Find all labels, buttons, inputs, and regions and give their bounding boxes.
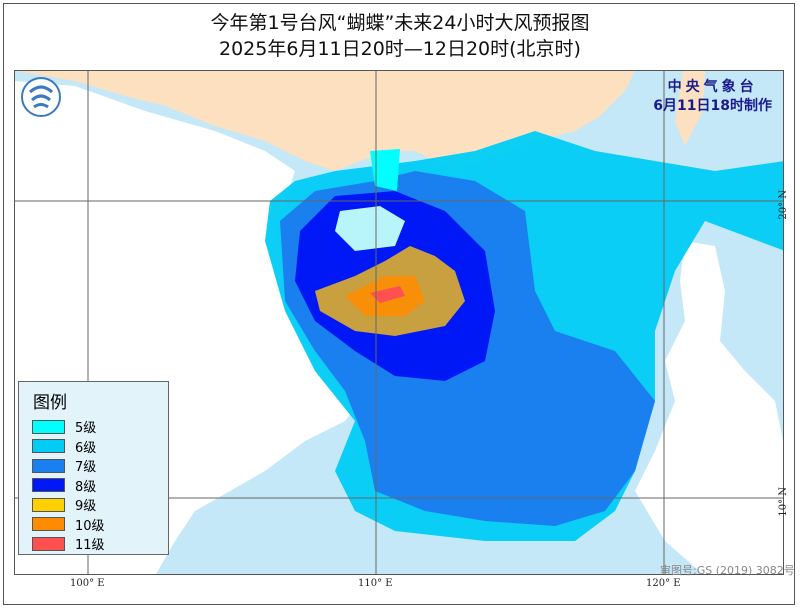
legend-label: 7级 [75,460,97,476]
legend-swatch [32,517,65,532]
wind-5-hainan [335,206,405,251]
legend-label: 9级 [75,499,97,515]
legend-swatch [32,536,65,551]
legend-swatch [32,478,65,493]
philippines-land [635,241,783,574]
legend-swatch [32,419,65,434]
wind-map [14,70,784,575]
legend-swatch [32,439,65,454]
agency-name: 中央气象台 [667,79,758,95]
title-line2: 2025年6月11日20时—12日20时(北京时) [219,38,581,60]
issue-time: 6月11日18时制作 [653,98,772,114]
legend-item: 10级 [32,515,168,535]
legend-item: 5级 [32,417,168,437]
legend-swatch [32,458,65,473]
legend-label: 5级 [75,421,97,437]
legend: 图例 5级 6级 7级 8级 9级 10级 11级 [18,381,169,555]
legend-label: 6级 [75,440,97,456]
taiwan-land [675,71,705,146]
legend-label: 8级 [75,479,97,495]
wind-5-north [370,149,400,191]
lon-label-120: 120° E [646,578,681,589]
lon-label-100: 100° E [70,578,105,589]
legend-item: 6级 [32,437,168,457]
china-land [15,71,635,171]
legend-item: 8级 [32,476,168,496]
title-line1: 今年第1号台风“蝴蝶”未来24小时大风预报图 [210,12,590,34]
cma-logo [21,77,61,117]
map-approval-number: 审图号:GS (2019) 3082号 [660,564,795,577]
wind-11 [370,286,405,303]
legend-label: 10级 [75,518,105,534]
legend-label: 11级 [75,538,105,554]
legend-item: 11级 [32,534,168,554]
lat-label-10: 10° N [778,487,789,517]
legend-item: 9级 [32,495,168,515]
legend-item: 7级 [32,456,168,476]
legend-swatch [32,497,65,512]
lon-label-110: 110° E [358,578,393,589]
figure-frame [3,3,795,605]
lat-label-20: 20° N [778,190,789,220]
issuer-block: 中央气象台 6月11日18时制作 [653,78,772,116]
legend-title: 图例 [33,393,67,413]
